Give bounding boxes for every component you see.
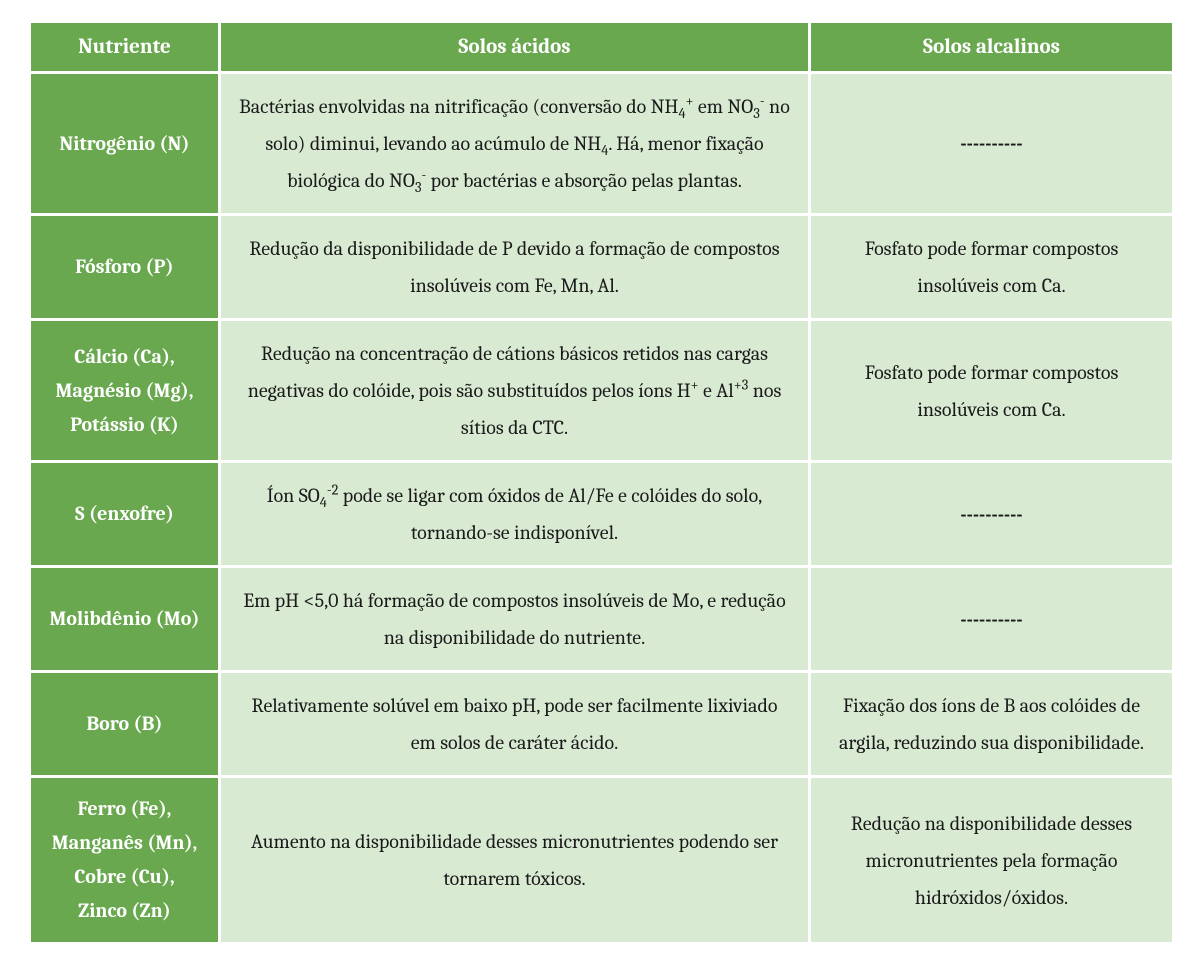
table-row: Nitrogênio (N) Bactérias envolvidas na n… [30,73,1174,215]
table-header-row: Nutriente Solos ácidos Solos alcalinos [30,22,1174,73]
cell-nutriente: Boro (B) [30,672,220,777]
table-row: Cálcio (Ca), Magnésio (Mg), Potássio (K)… [30,320,1174,462]
table-row: Molibdênio (Mo) Em pH <5,0 há formação d… [30,567,1174,672]
cell-solos-acidos: Redução na concentração de cátions básic… [220,320,810,462]
cell-nutriente: Molibdênio (Mo) [30,567,220,672]
cell-solos-acidos: Aumento na disponibilidade desses micron… [220,777,810,944]
nutrient-availability-table: Nutriente Solos ácidos Solos alcalinos N… [28,20,1175,945]
table-row: Boro (B) Relativamente solúvel em baixo … [30,672,1174,777]
cell-solos-acidos: Íon SO4-2 pode se ligar com óxidos de Al… [220,462,810,567]
th-solos-alcalinos: Solos alcalinos [810,22,1174,73]
cell-solos-alcalinos: Fixação dos íons de B aos colóides de ar… [810,672,1174,777]
cell-nutriente: Cálcio (Ca), Magnésio (Mg), Potássio (K) [30,320,220,462]
cell-nutriente: Ferro (Fe), Manganês (Mn), Cobre (Cu), Z… [30,777,220,944]
cell-solos-alcalinos: ---------- [810,462,1174,567]
table-row: Fósforo (P) Redução da disponibilidade d… [30,215,1174,320]
cell-solos-acidos: Relativamente solúvel em baixo pH, pode … [220,672,810,777]
table-row: S (enxofre) Íon SO4-2 pode se ligar com … [30,462,1174,567]
cell-solos-acidos: Redução da disponibilidade de P devido a… [220,215,810,320]
table-row: Ferro (Fe), Manganês (Mn), Cobre (Cu), Z… [30,777,1174,944]
cell-nutriente: Nitrogênio (N) [30,73,220,215]
cell-solos-alcalinos: Redução na disponibilidade desses micron… [810,777,1174,944]
cell-solos-alcalinos: Fosfato pode formar compostos insolúveis… [810,320,1174,462]
cell-solos-acidos: Em pH <5,0 há formação de compostos inso… [220,567,810,672]
th-nutriente: Nutriente [30,22,220,73]
cell-nutriente: S (enxofre) [30,462,220,567]
cell-solos-alcalinos: Fosfato pode formar compostos insolúveis… [810,215,1174,320]
table-body: Nitrogênio (N) Bactérias envolvidas na n… [30,73,1174,944]
cell-solos-alcalinos: ---------- [810,73,1174,215]
cell-solos-alcalinos: ---------- [810,567,1174,672]
page-wrap: Nutriente Solos ácidos Solos alcalinos N… [0,0,1200,965]
cell-solos-acidos: Bactérias envolvidas na nitrificação (co… [220,73,810,215]
th-solos-acidos: Solos ácidos [220,22,810,73]
cell-nutriente: Fósforo (P) [30,215,220,320]
